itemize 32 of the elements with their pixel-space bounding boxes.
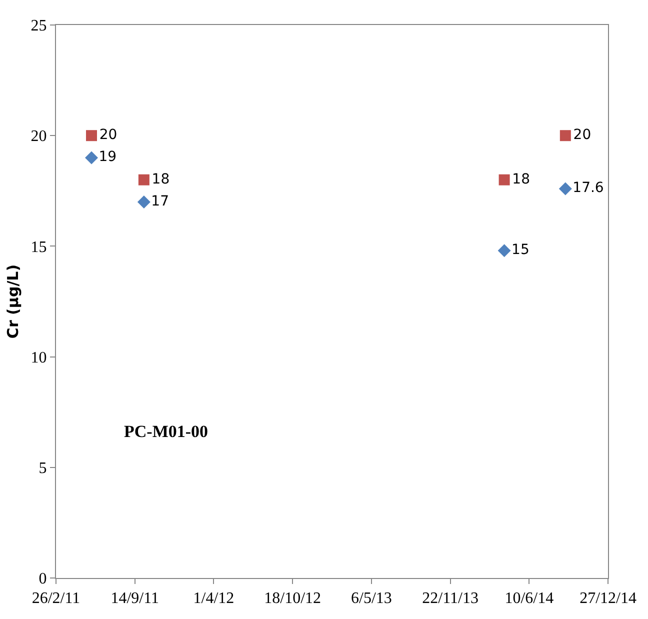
data-label: 18 [152, 171, 170, 188]
y-tick-label: 25 [30, 18, 47, 35]
y-axis-title: Cr (µg/L) [4, 264, 22, 339]
x-tick-label: 10/6/14 [504, 590, 554, 608]
x-tick-label: 18/10/12 [264, 590, 322, 608]
x-tick-label: 27/12/14 [580, 590, 636, 608]
x-tick-label: 22/11/13 [422, 590, 478, 608]
y-tick-label: 5 [38, 460, 47, 477]
point [86, 130, 97, 142]
x-tick-label: 1/4/12 [193, 590, 234, 608]
annotation: PC-M01-00 [124, 422, 208, 441]
data-label: 17.6 [572, 180, 604, 196]
x-tick-label: 26/2/11 [32, 590, 80, 608]
point [138, 174, 150, 186]
data-label: 20 [573, 127, 592, 144]
x-tick-label: 14/9/11 [110, 590, 160, 608]
y-tick-label: 0 [38, 570, 47, 588]
y-tick-label: 15 [30, 238, 47, 256]
data-label: 20 [99, 127, 118, 144]
point [498, 244, 511, 258]
data-label: 17 [151, 193, 170, 210]
y-tick-label: 20 [30, 128, 47, 146]
y-tick-label: 10 [30, 349, 47, 366]
point [84, 151, 98, 164]
point [558, 182, 572, 196]
point [137, 195, 150, 208]
data-label: 15 [512, 242, 530, 258]
data-label: 19 [98, 149, 117, 166]
point [560, 130, 571, 142]
data-label: 18 [512, 171, 530, 188]
point [498, 174, 510, 186]
x-tick-label: 6/5/13 [350, 590, 392, 608]
